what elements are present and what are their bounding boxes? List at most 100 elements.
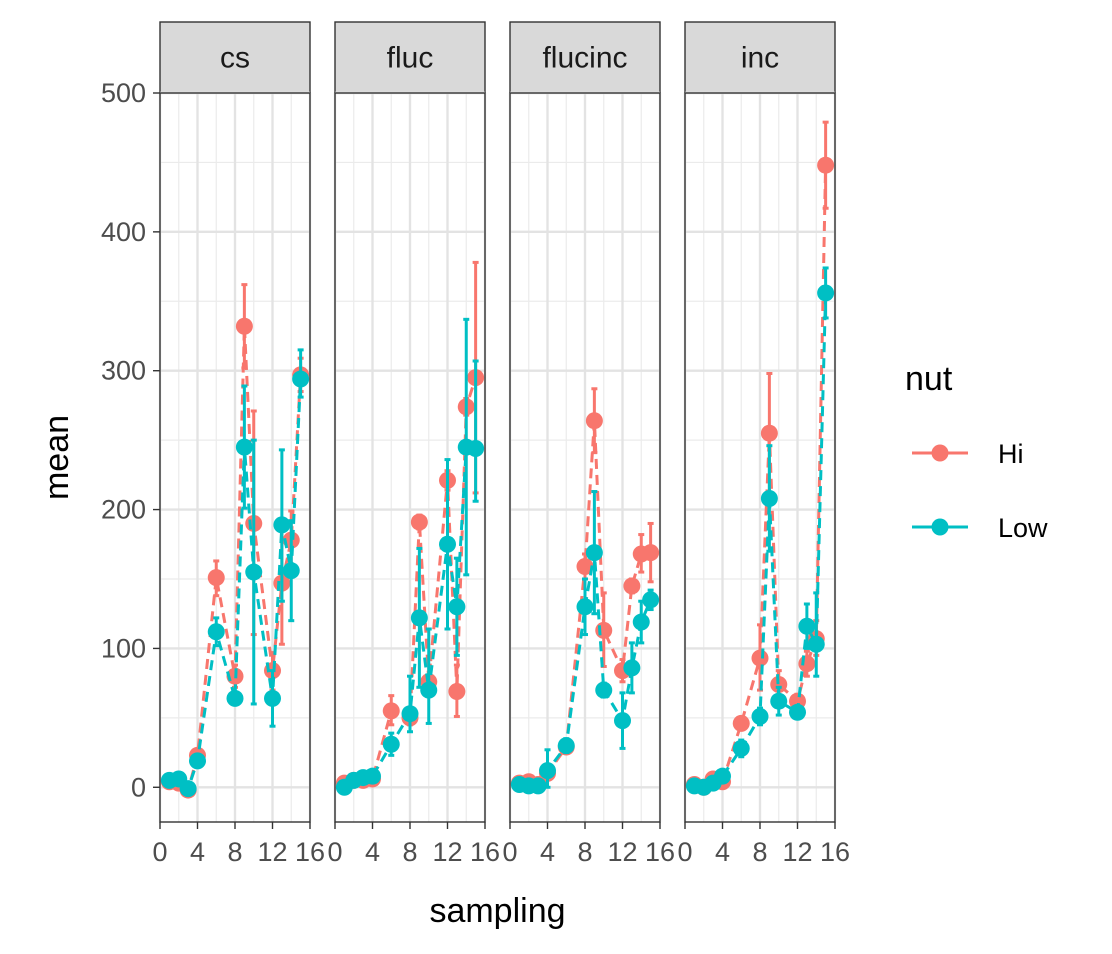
y-tick-label: 100: [101, 633, 146, 663]
x-tick-label: 0: [152, 837, 167, 867]
data-point: [382, 735, 400, 753]
y-axis: 0 100 200 300 400 500: [101, 78, 160, 802]
strip-background: [509, 21, 661, 94]
x-tick-label: 0: [327, 837, 342, 867]
y-tick-label: 400: [101, 217, 146, 247]
data-point: [226, 689, 244, 707]
data-point: [539, 762, 556, 780]
data-point: [364, 767, 381, 785]
error-bar: [472, 359, 479, 503]
x-axis-ticks: 0 4 8 12 16: [677, 822, 850, 867]
legend-label: Hi: [998, 439, 1024, 469]
data-point: [585, 544, 603, 562]
data-point: [410, 609, 428, 627]
legend-title: nut: [905, 360, 953, 398]
data-point: [751, 707, 769, 725]
x-tick-label: 8: [227, 837, 242, 867]
data-point: [751, 649, 769, 667]
x-tick-label: 8: [752, 837, 767, 867]
x-tick-label: 4: [190, 837, 205, 867]
legend-item-Hi: Hi: [912, 439, 1024, 469]
data-point: [732, 739, 750, 757]
data-point: [292, 370, 310, 388]
panel-fluc: fluc 0 4 8 12 16: [327, 21, 500, 867]
panel-inc: inc 0 4 8 12 16: [677, 21, 850, 867]
data-point: [401, 705, 419, 723]
x-tick-label: 4: [365, 837, 380, 867]
data-point: [732, 714, 750, 732]
series-Low: [510, 490, 660, 795]
data-point: [282, 562, 300, 580]
series-Low: [335, 317, 485, 796]
x-tick-label: 12: [432, 837, 462, 867]
data-point: [770, 676, 788, 694]
x-tick-label: 16: [295, 837, 325, 867]
panel-cs: cs 0 4 8 12 16: [152, 21, 325, 867]
error-bar: [425, 627, 432, 725]
x-tick-label: 0: [502, 837, 517, 867]
data-point: [642, 591, 660, 609]
data-point: [245, 563, 263, 581]
x-tick-label: 4: [715, 837, 730, 867]
strip-label: inc: [741, 42, 779, 75]
x-tick-label: 12: [257, 837, 287, 867]
data-point: [817, 284, 835, 302]
y-tick-label: 500: [101, 78, 146, 108]
x-axis-ticks: 0 4 8 12 16: [502, 822, 675, 867]
data-point: [595, 681, 613, 699]
data-point: [207, 623, 225, 641]
strip-background: [684, 21, 836, 94]
data-point: [207, 569, 225, 587]
legend-key-point: [931, 444, 949, 462]
x-tick-label: 0: [677, 837, 692, 867]
y-tick-label: 0: [131, 772, 146, 802]
y-tick-label: 200: [101, 495, 146, 525]
data-point: [439, 535, 456, 553]
data-point: [714, 767, 731, 785]
data-point: [595, 621, 613, 639]
x-tick-label: 8: [402, 837, 417, 867]
strip-label: cs: [220, 42, 250, 75]
legend-label: Low: [998, 513, 1048, 543]
strip-label: fluc: [387, 42, 434, 75]
data-point: [632, 613, 650, 631]
strip-background: [159, 21, 311, 94]
data-point: [179, 780, 197, 798]
legend-item-Low: Low: [912, 513, 1048, 543]
data-point: [623, 577, 641, 595]
data-point: [467, 439, 485, 457]
data-point: [585, 412, 603, 430]
data-point: [529, 777, 547, 795]
data-point: [235, 317, 253, 335]
data-point: [807, 635, 825, 653]
data-point: [420, 681, 438, 699]
data-point: [614, 712, 631, 730]
data-point: [798, 655, 816, 673]
data-point: [382, 702, 400, 720]
x-tick-label: 12: [782, 837, 812, 867]
data-point: [576, 558, 594, 576]
x-tick-label: 16: [820, 837, 850, 867]
series-Low: [160, 348, 310, 798]
data-point: [760, 424, 778, 442]
data-point: [410, 513, 428, 531]
data-point: [642, 544, 660, 562]
data-point: [623, 659, 641, 677]
data-point: [448, 598, 466, 616]
data-point: [189, 752, 206, 770]
data-point: [235, 438, 253, 456]
x-tick-label: 8: [577, 837, 592, 867]
x-tick-label: 16: [645, 837, 675, 867]
data-point: [798, 617, 816, 635]
x-tick-label: 4: [540, 837, 555, 867]
data-point: [448, 682, 466, 700]
data-point: [760, 489, 778, 507]
data-point: [264, 689, 281, 707]
panel-flucinc: flucinc 0 4 8 12 16: [502, 21, 675, 867]
x-axis-ticks: 0 4 8 12 16: [327, 822, 500, 867]
series-Low: [685, 266, 835, 796]
strip-label: flucinc: [542, 42, 627, 75]
data-point: [789, 703, 806, 721]
